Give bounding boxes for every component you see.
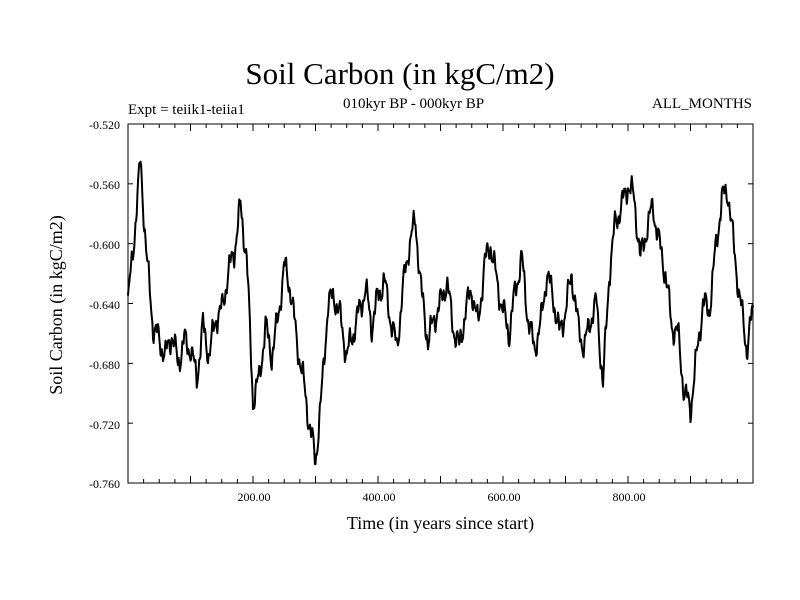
y-tick-label: -0.720: [89, 418, 120, 432]
chart-subtitle: 010kyr BP - 000kyr BP: [343, 96, 485, 112]
x-axis-label: Time (in years since start): [346, 513, 535, 533]
x-tick-label: 400.00: [362, 490, 396, 504]
y-tick-label: -0.760: [89, 477, 120, 491]
y-tick-label: -0.640: [89, 298, 120, 312]
y-tick-label: -0.680: [89, 358, 120, 372]
chart-title: Soil Carbon (in kgC/m2): [245, 56, 555, 91]
y-tick-label: -0.600: [89, 238, 120, 252]
soil-carbon-line: [127, 160, 754, 466]
y-tick-label: -0.560: [89, 178, 120, 192]
x-tick-label: 200.00: [237, 490, 271, 504]
months-label: ALL_MONTHS: [652, 96, 752, 112]
experiment-label: Expt = teiik1-teiia1: [128, 102, 245, 118]
x-tick-label: 600.00: [487, 490, 521, 504]
axis-ticks: [128, 123, 753, 484]
x-tick-label: 800.00: [612, 490, 646, 504]
y-tick-label: -0.520: [89, 118, 120, 132]
